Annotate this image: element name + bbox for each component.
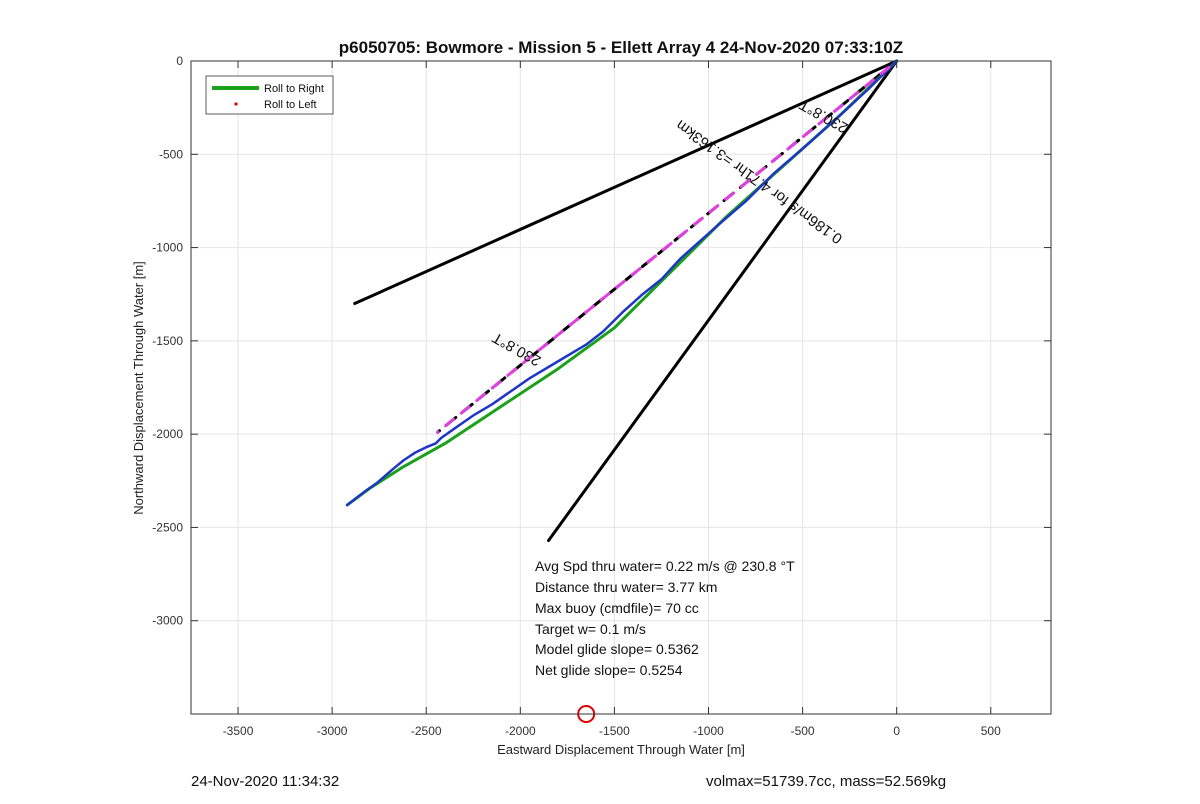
plot-area <box>191 61 1051 714</box>
x-tick-label: 0 <box>893 724 900 738</box>
y-axis-label: Northward Displacement Through Water [m] <box>131 261 146 515</box>
legend-box <box>205 75 334 115</box>
y-tick-label: -3000 <box>152 614 183 628</box>
annotation-block: Avg Spd thru water= 0.22 m/s @ 230.8 °T … <box>535 558 795 678</box>
annotation-target-w: Target w= 0.1 m/s <box>535 621 646 637</box>
legend-swatch-roll-left <box>234 102 238 106</box>
annotation-distance: Distance thru water= 3.77 km <box>535 579 717 595</box>
y-tick-label: -2500 <box>152 520 183 534</box>
x-tick-label: -2000 <box>505 724 536 738</box>
series-line-2 <box>436 59 899 434</box>
x-tick-label: -1000 <box>693 724 724 738</box>
annotation-avg-speed: Avg Spd thru water= 0.22 m/s @ 230.8 °T <box>535 558 795 574</box>
annotation-net-glide: Net glide slope= 0.5254 <box>535 662 683 678</box>
series-line-1 <box>345 59 898 507</box>
ticks: -3500 -3000 -2500 -2000 -1500 -1000 -500 0 500 0 -… <box>152 54 1051 738</box>
footer-timestamp: 24-Nov-2020 11:34:32 <box>191 773 340 790</box>
annotation-model-glide: Model glide slope= 0.5362 <box>535 641 699 657</box>
annotation-max-buoy: Max buoy (cmdfile)= 70 cc <box>535 600 699 616</box>
y-tick-label: -1000 <box>152 241 183 255</box>
x-tick-label: -500 <box>791 724 815 738</box>
legend: Roll to Right Roll to Left <box>205 75 334 115</box>
footer-volmax-mass: volmax=51739.7cc, mass=52.569kg <box>706 773 947 790</box>
plot-frame <box>190 60 1052 715</box>
grid <box>191 60 1051 714</box>
x-tick-label: -3000 <box>317 724 348 738</box>
y-tick-label: -1500 <box>152 334 183 348</box>
cone-line-1 <box>547 59 899 542</box>
x-axis-label: Eastward Displacement Through Water [m] <box>497 742 745 757</box>
legend-label-roll-right: Roll to Right <box>264 83 324 95</box>
chart-title: p6050705: Bowmore - Mission 5 - Ellett A… <box>339 38 903 57</box>
x-tick-label: -1500 <box>599 724 630 738</box>
x-tick-label: 500 <box>981 724 1001 738</box>
legend-label-roll-left: Roll to Left <box>264 99 317 111</box>
y-tick-label: -500 <box>159 147 183 161</box>
y-tick-label: 0 <box>176 54 183 68</box>
x-tick-label: -3500 <box>223 724 254 738</box>
x-tick-label: -2500 <box>411 724 442 738</box>
y-tick-label: -2000 <box>152 427 183 441</box>
cone-line-0 <box>353 59 899 306</box>
series-layer <box>345 59 899 723</box>
